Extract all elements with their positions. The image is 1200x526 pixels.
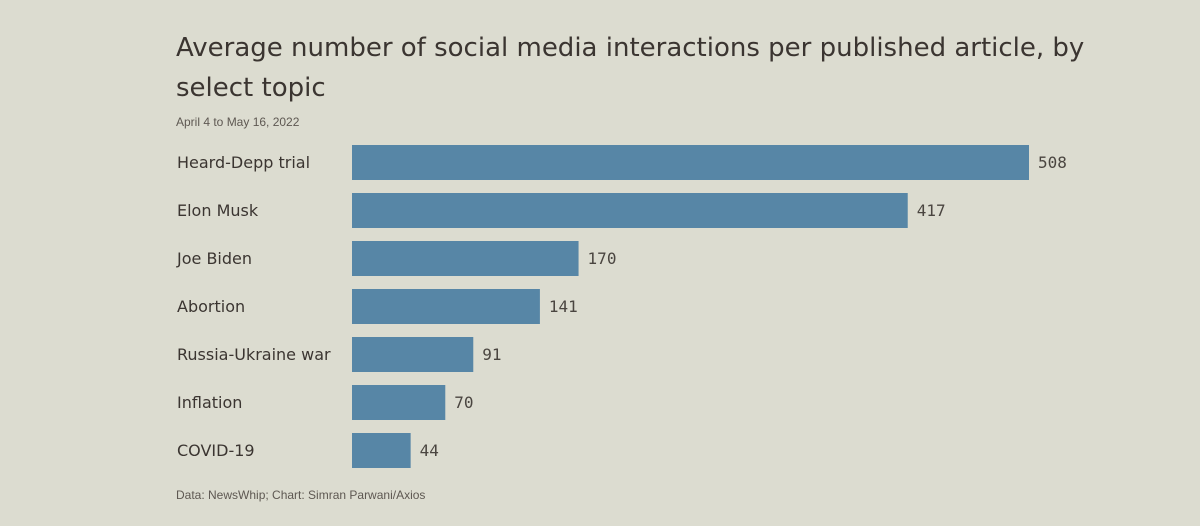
bar [352, 193, 908, 228]
category-label: Joe Biden [176, 249, 252, 268]
value-label: 170 [588, 249, 617, 268]
chart-source: Data: NewsWhip; Chart: Simran Parwani/Ax… [176, 488, 426, 502]
category-label: COVID-19 [177, 441, 255, 460]
category-label: Abortion [177, 297, 245, 316]
value-label: 417 [917, 201, 946, 220]
bar [352, 385, 446, 420]
value-label: 70 [454, 393, 473, 412]
bar [352, 289, 540, 324]
bars-group: Heard-Depp trial 508 Elon Musk 417 Joe Biden… [176, 145, 1067, 468]
value-label: 141 [549, 297, 578, 316]
category-label: Elon Musk [177, 201, 259, 220]
value-label: 91 [482, 345, 501, 364]
chart-title: Average number of social media interacti… [176, 33, 1085, 103]
value-label: 44 [420, 441, 439, 460]
category-label: Russia-Ukraine war [177, 345, 331, 364]
bar [352, 241, 579, 276]
bar [352, 337, 474, 372]
value-label: 508 [1038, 153, 1067, 172]
category-label: Inflation [177, 393, 242, 412]
bar [352, 145, 1029, 180]
bar [352, 433, 411, 468]
category-label: Heard-Depp trial [177, 153, 310, 172]
chart-subtitle: April 4 to May 16, 2022 [176, 115, 300, 129]
